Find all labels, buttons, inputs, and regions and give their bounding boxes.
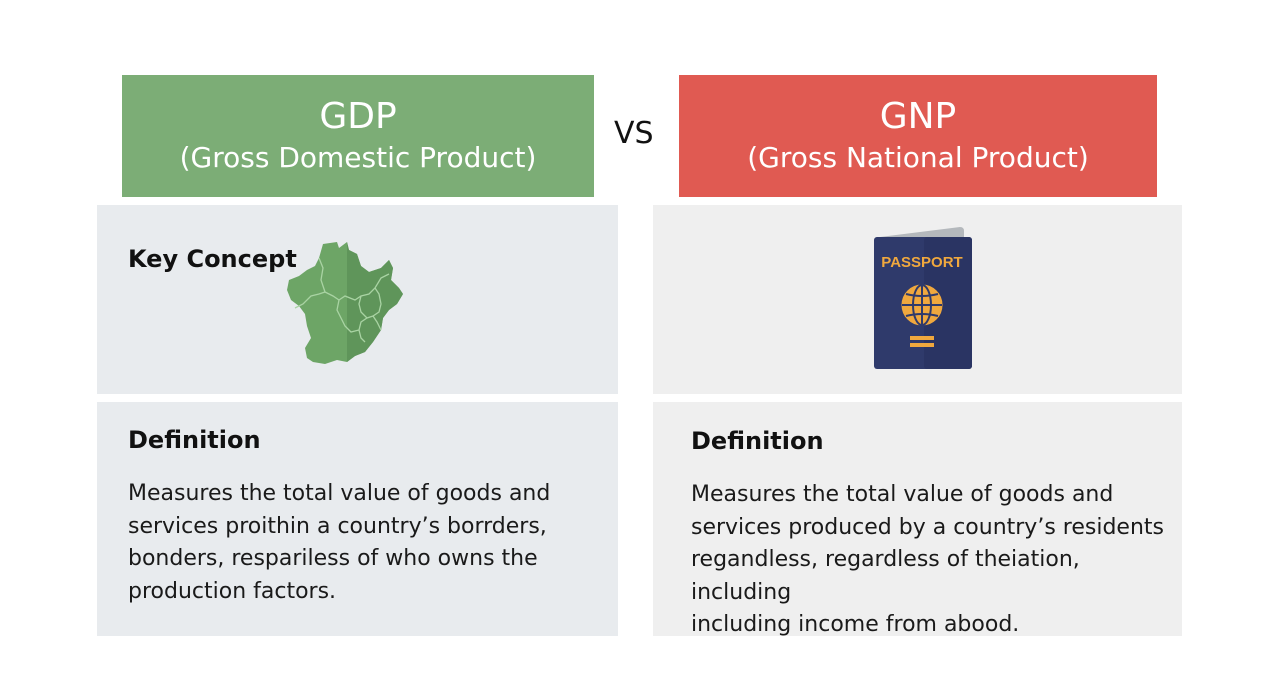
gdp-definition-label: Definition <box>128 426 261 454</box>
definition-line: Measures the total value of goods and <box>128 481 551 506</box>
definition-line: regandless, regardless of theiation, inc… <box>691 547 1080 605</box>
gdp-full-name: (Gross Domestic Product) <box>179 141 537 174</box>
definition-line: Measures the total value of goods and <box>691 482 1114 507</box>
gnp-definition-text: Measures the total value of goods and se… <box>691 479 1182 642</box>
gdp-definition-panel: Definition Measures the total value of g… <box>97 402 618 636</box>
gnp-full-name: (Gross National Product) <box>747 141 1089 174</box>
gnp-header: GNP (Gross National Product) <box>679 75 1157 197</box>
passport-icon: PASSPORT <box>874 227 972 369</box>
gnp-definition-panel: Definition Measures the total value of g… <box>653 402 1182 637</box>
gnp-abbr: GNP <box>879 96 957 137</box>
gnp-key-concept-panel: PASSPORT <box>653 205 1182 394</box>
vs-label: VS <box>614 116 654 151</box>
gdp-header: GDP (Gross Domestic Product) <box>122 75 594 197</box>
gdp-key-concept-panel: Key Concept <box>97 205 618 394</box>
gdp-definition-text: Measures the total value of goods and se… <box>128 478 550 608</box>
country-map-icon <box>287 242 403 364</box>
definition-line: services produced by a country’s residen… <box>691 514 1164 540</box>
gnp-definition-label: Definition <box>691 427 824 455</box>
definition-line: services proithin a country’s borrders, <box>128 513 547 539</box>
key-concept-label: Key Concept <box>128 245 297 273</box>
gdp-abbr: GDP <box>319 96 397 137</box>
passport-text: PASSPORT <box>881 254 962 271</box>
definition-line: production factors. <box>128 578 337 604</box>
definition-line: bonders, respariless of who owns the <box>128 546 538 571</box>
definition-line: including income from abood. <box>691 612 1020 637</box>
